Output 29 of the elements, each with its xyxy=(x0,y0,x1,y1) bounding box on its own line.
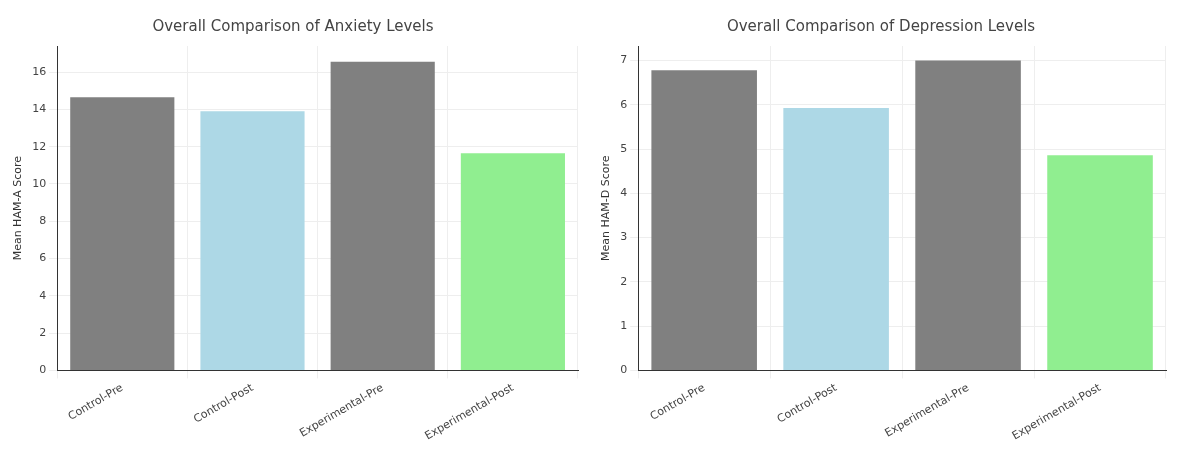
y-tick-label: 6 xyxy=(39,251,47,265)
bar xyxy=(330,61,435,370)
chart-title: Overall Comparison of Anxiety Levels xyxy=(152,16,434,35)
y-tick-label: 8 xyxy=(39,214,47,228)
y-tick-label: 14 xyxy=(32,102,47,116)
bar xyxy=(200,111,305,370)
y-tick-label: 3 xyxy=(620,230,628,244)
y-axis-title: Mean HAM-D Score xyxy=(599,155,613,261)
y-tick-label: 2 xyxy=(39,325,47,339)
y-tick-label: 5 xyxy=(620,141,628,155)
y-tick-label: 4 xyxy=(620,186,628,200)
y-tick-label: 16 xyxy=(32,64,47,78)
y-tick-label: 10 xyxy=(32,176,47,190)
chart-title: Overall Comparison of Depression Levels xyxy=(726,16,1036,35)
bar xyxy=(70,97,175,370)
bar xyxy=(783,107,889,370)
y-tick-label: 0 xyxy=(39,363,47,377)
bar xyxy=(460,153,565,370)
y-tick-label: 7 xyxy=(620,53,628,67)
bar xyxy=(651,70,757,370)
y-axis-title: Mean HAM-A Score xyxy=(11,155,25,261)
y-tick-label: 6 xyxy=(620,97,628,111)
y-tick-label: 0 xyxy=(620,363,628,377)
y-tick-label: 4 xyxy=(39,288,47,302)
y-tick-label: 2 xyxy=(620,274,628,288)
bar xyxy=(915,60,1021,370)
bar xyxy=(1047,155,1153,370)
y-tick-label: 12 xyxy=(32,139,47,153)
y-tick-label: 1 xyxy=(620,319,628,332)
